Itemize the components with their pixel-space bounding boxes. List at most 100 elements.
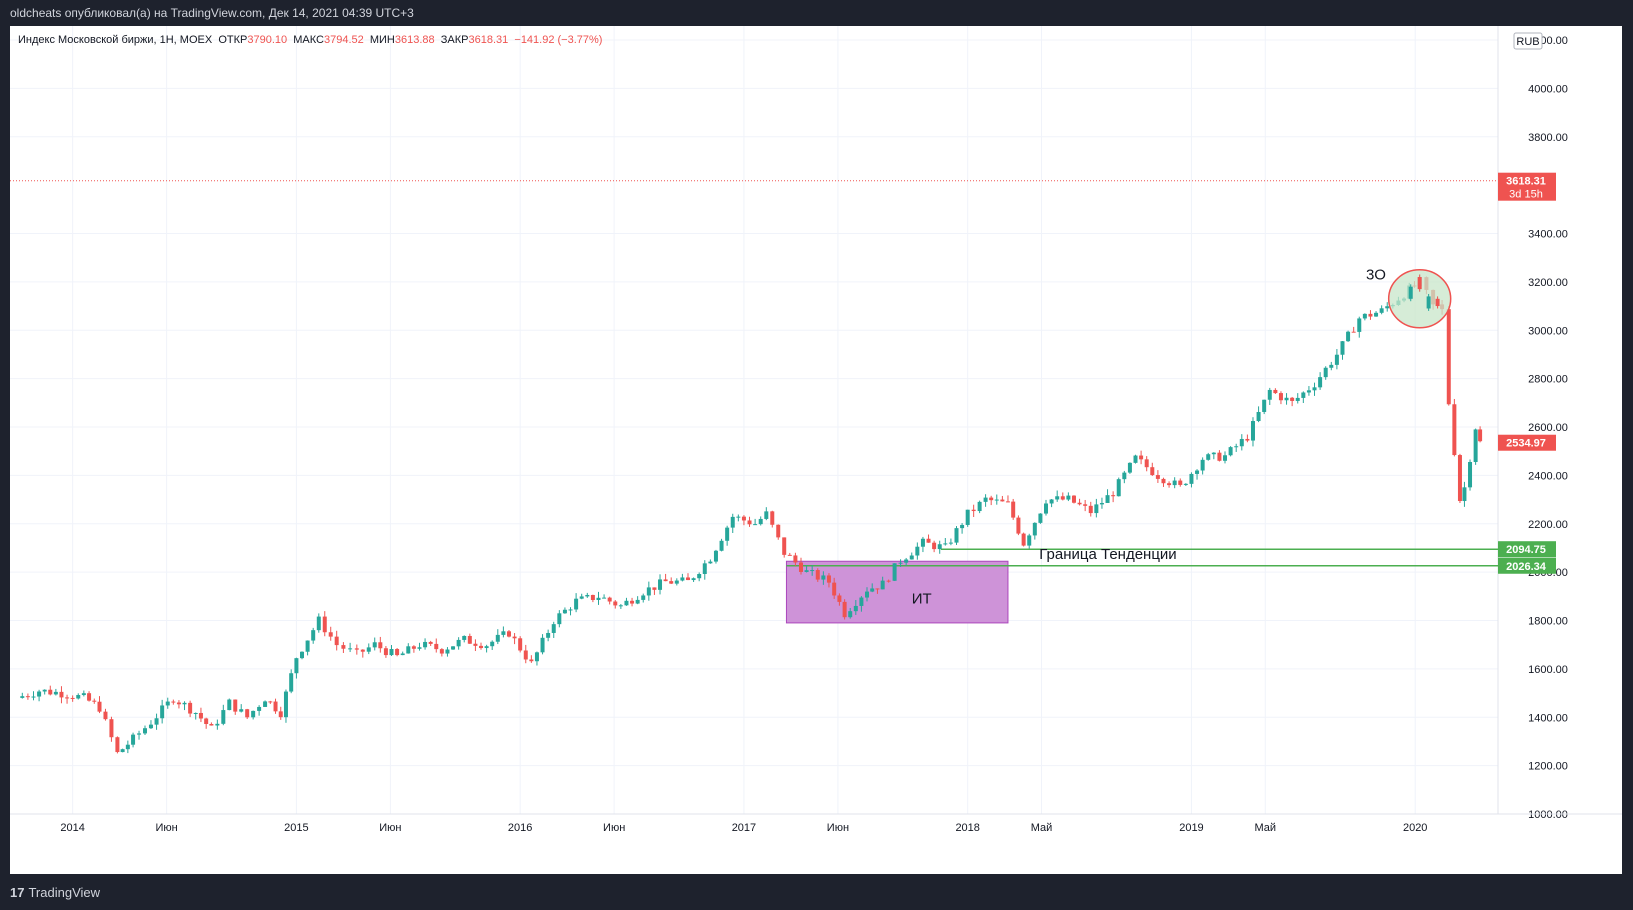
candle-body [456,639,461,647]
candle-body [804,570,809,572]
candle-body [1183,483,1188,485]
candle-body [1094,504,1099,514]
candle-body [1452,404,1457,456]
change-value: −141.92 (−3.77%) [514,34,603,46]
candle-body [551,624,556,633]
candle-body [842,601,847,618]
candle-body [977,501,982,512]
currency-badge[interactable]: RUB [1516,36,1539,48]
candle-body [1088,505,1093,514]
candle-body [278,711,283,718]
currency-badge-box[interactable] [1513,32,1543,50]
candle-body [221,710,226,724]
candle-body [148,724,153,729]
candle-body [787,554,792,556]
candle-body [937,544,942,550]
candle-body [1206,454,1211,460]
candle-body [1200,459,1205,471]
candle-body [875,588,880,590]
candle-body [848,611,853,618]
candle-body [915,546,920,556]
candle-body [434,643,439,650]
candle-body [523,650,528,660]
candle-body [1306,390,1311,393]
candle-body [663,579,668,582]
candle-body [1329,364,1334,368]
y-tick-label: 1600.00 [1528,664,1568,676]
candle-body [484,646,489,649]
candle-body [965,509,970,525]
x-tick-label: Май [1255,822,1277,834]
price-label-countdown: 3d 15h [1509,189,1543,201]
candle-body [154,718,159,725]
candle-body [1217,452,1222,461]
candle-body [1083,504,1088,506]
candle-body [747,520,752,525]
low-label: МИН [369,34,395,46]
candle-body [568,609,573,611]
candle-body [691,578,696,581]
candle-body [1426,296,1431,309]
candle-body [1278,393,1283,401]
candle-body [624,600,629,606]
candle-body [596,597,601,601]
candle-body [289,673,294,692]
candle-body [909,555,914,560]
candle-body [669,581,674,584]
candle-body [1167,483,1172,486]
candle-body [1116,479,1121,497]
candle-body [53,691,58,695]
candle-body [1066,495,1071,500]
candle-body [109,719,114,738]
candle-body [1011,501,1016,518]
x-tick-label: Июн [379,822,401,834]
price-label: 2026.34 [1506,561,1547,573]
brand-name: TradingView [28,885,101,900]
it-zone-label: ИТ [912,591,932,608]
candle-body [1005,501,1010,503]
candle-body [518,638,523,651]
candle-body [1295,397,1300,401]
x-tick-label: 2020 [1403,822,1427,834]
candle-body [920,538,925,547]
x-tick-label: 2018 [955,822,979,834]
symbol-title[interactable]: Индекс Московской биржи, 1Н, MOEX [18,34,213,46]
x-tick-label: Июн [156,822,178,834]
candle-body [1195,470,1200,474]
candle-body [1071,495,1076,503]
candle-body [204,718,209,724]
candle-body [305,640,310,652]
candle-body [725,527,730,541]
candle-body [540,637,545,653]
candle-body [853,605,858,612]
candle-body [1000,499,1005,502]
top-zone-ellipse[interactable] [1387,269,1452,329]
candle-body [579,596,584,599]
candle-body [245,709,250,718]
publisher-bar: oldcheats опубликовал(а) на TradingView.… [0,0,1633,26]
y-tick-label: 2600.00 [1528,422,1568,434]
candle-body [42,689,47,692]
candle-body [585,594,590,597]
candle-body [1346,331,1351,342]
candle-body [300,651,305,659]
x-tick-label: 2019 [1179,822,1203,834]
symbol-legend: Индекс Московской биржи, 1Н, MOEX ОТКР37… [18,34,602,46]
candle-body [1161,478,1166,484]
candle-body [188,702,193,714]
y-tick-label: 3400.00 [1528,229,1568,241]
y-tick-label: 2400.00 [1528,470,1568,482]
candle-body [439,649,444,654]
candle-body [1340,341,1345,355]
candle-body [870,588,875,592]
chart-frame[interactable] [10,26,1622,874]
candle-body [1150,467,1155,476]
candle-body [1021,533,1026,546]
candle-body [943,543,948,545]
y-tick-label: 1400.00 [1528,712,1568,724]
y-tick-label: 3000.00 [1528,325,1568,337]
candle-body [713,550,718,562]
x-tick-label: 2016 [508,822,532,834]
candle-body [182,702,187,705]
